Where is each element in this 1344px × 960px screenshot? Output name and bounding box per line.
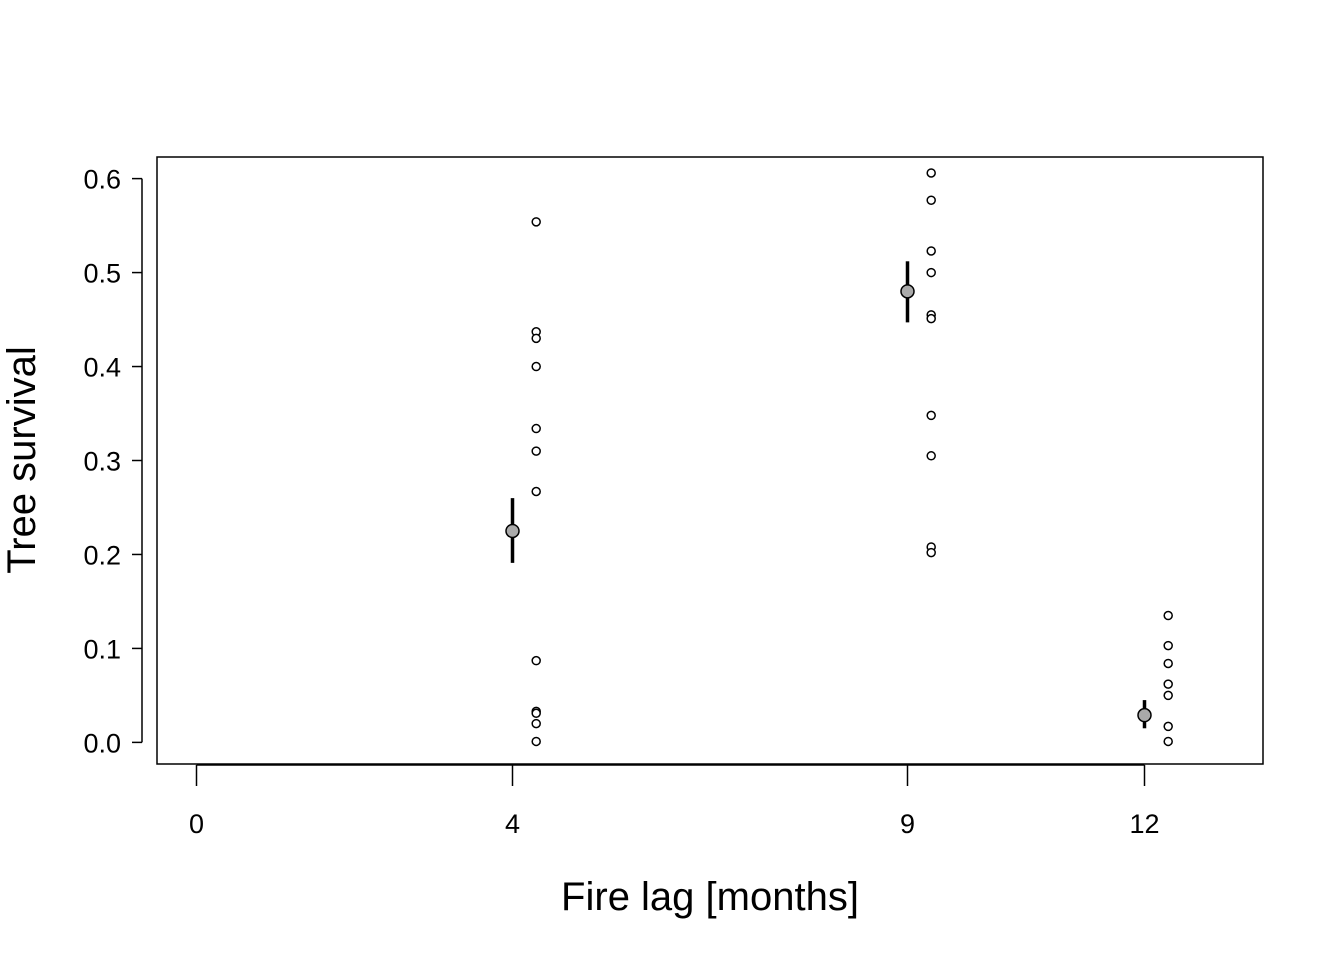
raw-point (1163, 658, 1173, 669)
raw-point (926, 547, 936, 558)
x-tick-label: 12 (1129, 809, 1159, 839)
raw-point (926, 195, 936, 205)
mean-point (505, 523, 520, 539)
y-tick-label: 0.1 (83, 634, 121, 664)
y-axis-title: Tree survival (0, 346, 44, 573)
x-axis: 0 4 9 12 (189, 764, 1160, 839)
x-axis-title: Fire lag [months] (561, 875, 859, 919)
raw-point (531, 333, 541, 344)
raw-point (1163, 736, 1173, 747)
raw-point (531, 708, 541, 719)
raw-point (926, 313, 936, 324)
raw-point (926, 451, 936, 461)
raw-point (531, 655, 541, 666)
y-tick-label: 0.0 (83, 728, 121, 758)
raw-point (1163, 640, 1173, 651)
raw-point (926, 246, 936, 256)
raw-point (531, 736, 541, 747)
raw-point (926, 410, 936, 421)
raw-point (531, 446, 541, 456)
y-tick-label: 0.6 (83, 165, 121, 195)
y-tick-label: 0.5 (83, 259, 121, 289)
raw-point (531, 718, 541, 729)
raw-point (531, 217, 541, 227)
raw-point (531, 361, 541, 372)
y-tick-label: 0.2 (83, 540, 121, 570)
raw-point (1163, 690, 1173, 701)
y-axis: 0.0 0.1 0.2 0.3 0.4 0.5 0.6 (83, 165, 143, 758)
y-tick-label: 0.3 (83, 447, 121, 477)
raw-point (926, 267, 936, 278)
raw-point (926, 168, 936, 178)
raw-point (531, 486, 541, 497)
raw-point (531, 423, 541, 434)
y-tick-label: 0.4 (83, 353, 121, 383)
plot-frame (156, 156, 1264, 765)
x-tick-label: 4 (505, 809, 520, 839)
x-tick-label: 9 (900, 809, 915, 839)
mean-point (1137, 707, 1152, 723)
raw-point (1163, 721, 1173, 732)
mean-point (900, 284, 915, 299)
x-tick-label: 0 (189, 809, 204, 839)
raw-point (1163, 610, 1173, 621)
raw-point (1163, 679, 1173, 689)
data-marks (505, 168, 1173, 747)
